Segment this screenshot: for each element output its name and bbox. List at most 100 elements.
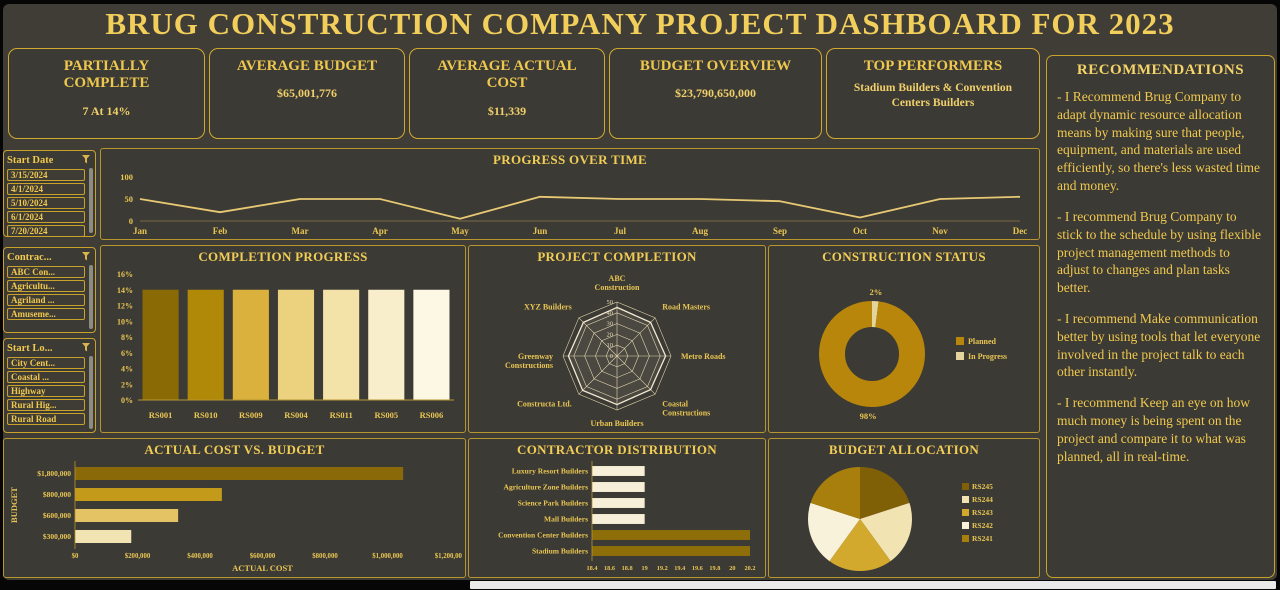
svg-text:30: 30: [607, 321, 614, 328]
kpi-label: AVERAGE ACTUAL COST: [437, 58, 577, 92]
clear-filter-icon[interactable]: [82, 151, 92, 169]
svg-text:10%: 10%: [117, 317, 133, 326]
svg-text:18.8: 18.8: [622, 565, 633, 572]
svg-text:Apr: Apr: [372, 226, 388, 236]
svg-text:Sep: Sep: [773, 226, 787, 236]
cost-hbar-chart: $1,800,000 $800,000 $600,000 $300,000 $0 $200…: [7, 459, 462, 575]
slicer-title: Contrac...: [7, 251, 52, 263]
svg-text:18.6: 18.6: [604, 565, 615, 572]
svg-text:Oct: Oct: [853, 226, 867, 236]
svg-text:$0: $0: [72, 553, 79, 560]
svg-text:12%: 12%: [117, 302, 133, 311]
svg-text:Constructa Ltd.: Constructa Ltd.: [517, 400, 572, 409]
slicer-item[interactable]: Coastal ...: [7, 371, 85, 383]
svg-text:XYZ Builders: XYZ Builders: [524, 302, 572, 311]
svg-text:$800,000: $800,000: [312, 553, 338, 560]
svg-text:$1,200,000: $1,200,000: [435, 553, 462, 560]
slicer-item[interactable]: Rural Hig...: [7, 399, 85, 411]
completion-bar-chart: 0% 2% 4% 6% 8% 10% 12% 14% 16% RS001 RS010 RS009 RS0…: [104, 266, 462, 430]
svg-text:Agriculture Zone Builders: Agriculture Zone Builders: [504, 483, 589, 492]
panel-budget-allocation: BUDGET ALLOCATION RS245 RS244 RS243 RS242 RS…: [768, 438, 1040, 578]
panel-progress-over-time: PROGRESS OVER TIME 0 50 100 Jan Feb Mar Apr May…: [100, 148, 1040, 240]
slicer-item[interactable]: 5/10/2024: [7, 197, 85, 209]
kpi-value: 7 At 14%: [82, 103, 131, 118]
chart-title: PROJECT COMPLETION: [537, 249, 697, 264]
svg-text:98%: 98%: [860, 411, 877, 421]
svg-text:Feb: Feb: [213, 226, 228, 236]
panel-project-completion: PROJECT COMPLETION 0 10 20 30 40 50 ABCConstru…: [468, 245, 766, 433]
svg-text:19.4: 19.4: [674, 565, 686, 572]
kpi-card-average-budget: AVERAGE BUDGET $65,001,776: [209, 48, 405, 139]
slicer-item[interactable]: Amuseme...: [7, 308, 85, 320]
slicer-item[interactable]: 4/1/2024: [7, 183, 85, 195]
svg-text:BUDGET: BUDGET: [9, 487, 19, 523]
slicer-item[interactable]: Highway: [7, 385, 85, 397]
recommendations-title: RECOMMENDATIONS: [1076, 62, 1245, 78]
svg-text:$600,000: $600,000: [250, 553, 276, 560]
svg-text:6%: 6%: [121, 349, 133, 358]
svg-text:RS006: RS006: [420, 410, 444, 420]
slicer-item[interactable]: 6/1/2024: [7, 211, 85, 223]
svg-text:RS004: RS004: [284, 410, 308, 420]
svg-text:4%: 4%: [121, 365, 133, 374]
slicer-start-location: Start Lo... City Cent... Coastal ... Hig…: [3, 338, 96, 433]
clear-filter-icon[interactable]: [82, 339, 92, 357]
kpi-label: AVERAGE BUDGET: [236, 58, 378, 74]
svg-text:50: 50: [607, 299, 614, 306]
svg-text:Jun: Jun: [533, 226, 548, 236]
svg-text:Stadium Builders: Stadium Builders: [532, 547, 588, 556]
chart-title: CONSTRUCTION STATUS: [822, 249, 986, 264]
horizontal-scrollbar[interactable]: [470, 581, 1276, 589]
contractor-hbar-chart: Luxury Resort Builders Agriculture Zone B…: [472, 459, 762, 575]
svg-text:0: 0: [129, 216, 133, 226]
slicer-item[interactable]: Agriland ...: [7, 294, 85, 306]
recommendations-panel: RECOMMENDATIONS - I Recommend Brug Compa…: [1046, 55, 1275, 578]
svg-text:$200,000: $200,000: [125, 553, 151, 560]
slicer-title: Start Lo...: [7, 342, 53, 354]
svg-text:$600,000: $600,000: [43, 511, 71, 520]
svg-text:50: 50: [125, 194, 134, 204]
svg-text:RS244: RS244: [972, 495, 993, 504]
status-donut-chart: 2% 98% Planned In Progress: [772, 266, 1036, 430]
svg-text:0: 0: [610, 353, 613, 360]
recommendation-item: - I recommend Keep an eye on how much mo…: [1057, 395, 1251, 464]
slicer-scrollbar[interactable]: [89, 356, 93, 429]
panel-actual-cost-vs-budget: ACTUAL COST VS. BUDGET $1,800,000 $800,00…: [3, 438, 466, 578]
kpi-label: BUDGET OVERVIEW: [639, 58, 792, 74]
svg-text:Mar: Mar: [292, 226, 309, 236]
slicer-scrollbar[interactable]: [89, 168, 93, 233]
svg-text:$800,000: $800,000: [43, 490, 71, 499]
clear-filter-icon[interactable]: [82, 248, 92, 266]
kpi-card-budget-overview: BUDGET OVERVIEW $23,790,650,000: [609, 48, 822, 139]
svg-text:20.2: 20.2: [744, 565, 755, 572]
slicer-item[interactable]: ABC Con...: [7, 266, 85, 278]
slicer-item[interactable]: City Cent...: [7, 357, 85, 369]
slicer-scrollbar[interactable]: [89, 265, 93, 329]
slicer-start-date: Start Date 3/15/2024 4/1/2024 5/10/2024 …: [3, 150, 96, 237]
svg-text:$300,000: $300,000: [43, 532, 71, 541]
kpi-value: $65,001,776: [277, 86, 337, 101]
svg-text:Planned: Planned: [968, 337, 997, 346]
svg-text:Jan: Jan: [133, 226, 147, 236]
slicer-item[interactable]: Rural Road: [7, 413, 85, 425]
svg-text:Science Park Builders: Science Park Builders: [518, 499, 588, 508]
slicer-item[interactable]: 3/15/2024: [7, 169, 85, 181]
svg-text:$1,800,000: $1,800,000: [37, 469, 71, 478]
svg-text:14%: 14%: [117, 286, 133, 295]
kpi-value: Stadium Builders & Convention Centers Bu…: [853, 82, 1013, 109]
kpi-value: $23,790,650,000: [674, 86, 756, 101]
svg-text:RS241: RS241: [972, 534, 993, 543]
page-title: BRUG CONSTRUCTION COMPANY PROJECT DASHBO…: [105, 6, 1175, 41]
chart-title: COMPLETION PROGRESS: [198, 249, 368, 264]
svg-text:20: 20: [607, 331, 614, 338]
svg-text:18.4: 18.4: [586, 565, 598, 572]
slicer-item[interactable]: 7/20/2024: [7, 225, 85, 236]
svg-text:2%: 2%: [121, 380, 133, 389]
slicer-item[interactable]: Agricultu...: [7, 280, 85, 292]
svg-text:19.8: 19.8: [709, 565, 720, 572]
